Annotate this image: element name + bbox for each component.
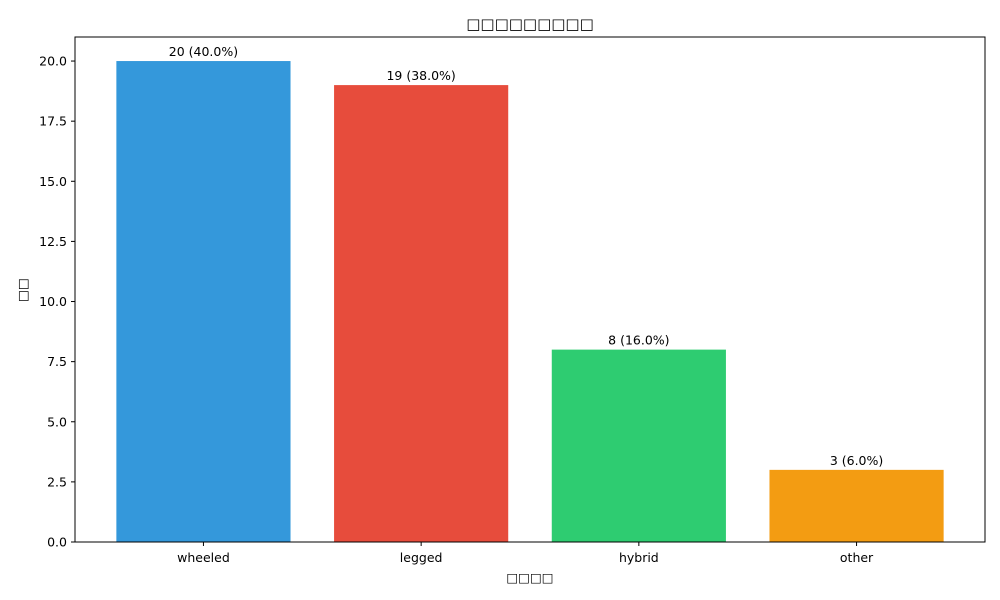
y-tick-label-4: 10.0 [39,294,67,309]
x-axis-label: □□□□ [506,570,553,585]
bars-group [116,61,944,543]
plot-frame [74,36,986,543]
y-tick-label-1: 2.5 [47,474,67,489]
bar-other [769,469,944,542]
x-tick-label-legged: legged [400,550,443,565]
x-tick-label-other: other [840,550,874,565]
y-tick-label-2: 5.0 [47,414,67,429]
bar-legged [334,85,509,542]
y-tick-label-5: 12.5 [39,234,67,249]
data-labels-group: 20 (40.0%) 19 (38.0%) 8 (16.0%) 3 (6.0%) [169,44,884,468]
bar-hybrid [551,349,726,542]
y-axis-label: □□ [15,278,30,302]
y-tick-label-3: 7.5 [47,354,67,369]
y-tick-label-8: 20.0 [39,54,67,69]
x-tick-label-wheeled: wheeled [177,550,230,565]
data-label-legged: 19 (38.0%) [386,68,455,83]
y-axis: 0.0 2.5 5.0 7.5 10.0 12.5 15.0 17.5 20.0 [39,54,75,550]
y-tick-label-0: 0.0 [47,535,67,550]
data-label-hybrid: 8 (16.0%) [608,333,669,348]
y-tick-label-7: 17.5 [39,114,67,129]
x-axis: wheeled legged hybrid other [177,542,874,565]
bar-wheeled [116,61,291,543]
data-label-wheeled: 20 (40.0%) [169,44,238,59]
chart-title: □□□□□□□□□ [466,15,594,33]
data-label-other: 3 (6.0%) [830,453,883,468]
x-tick-label-hybrid: hybrid [619,550,659,565]
y-tick-label-6: 15.0 [39,174,67,189]
